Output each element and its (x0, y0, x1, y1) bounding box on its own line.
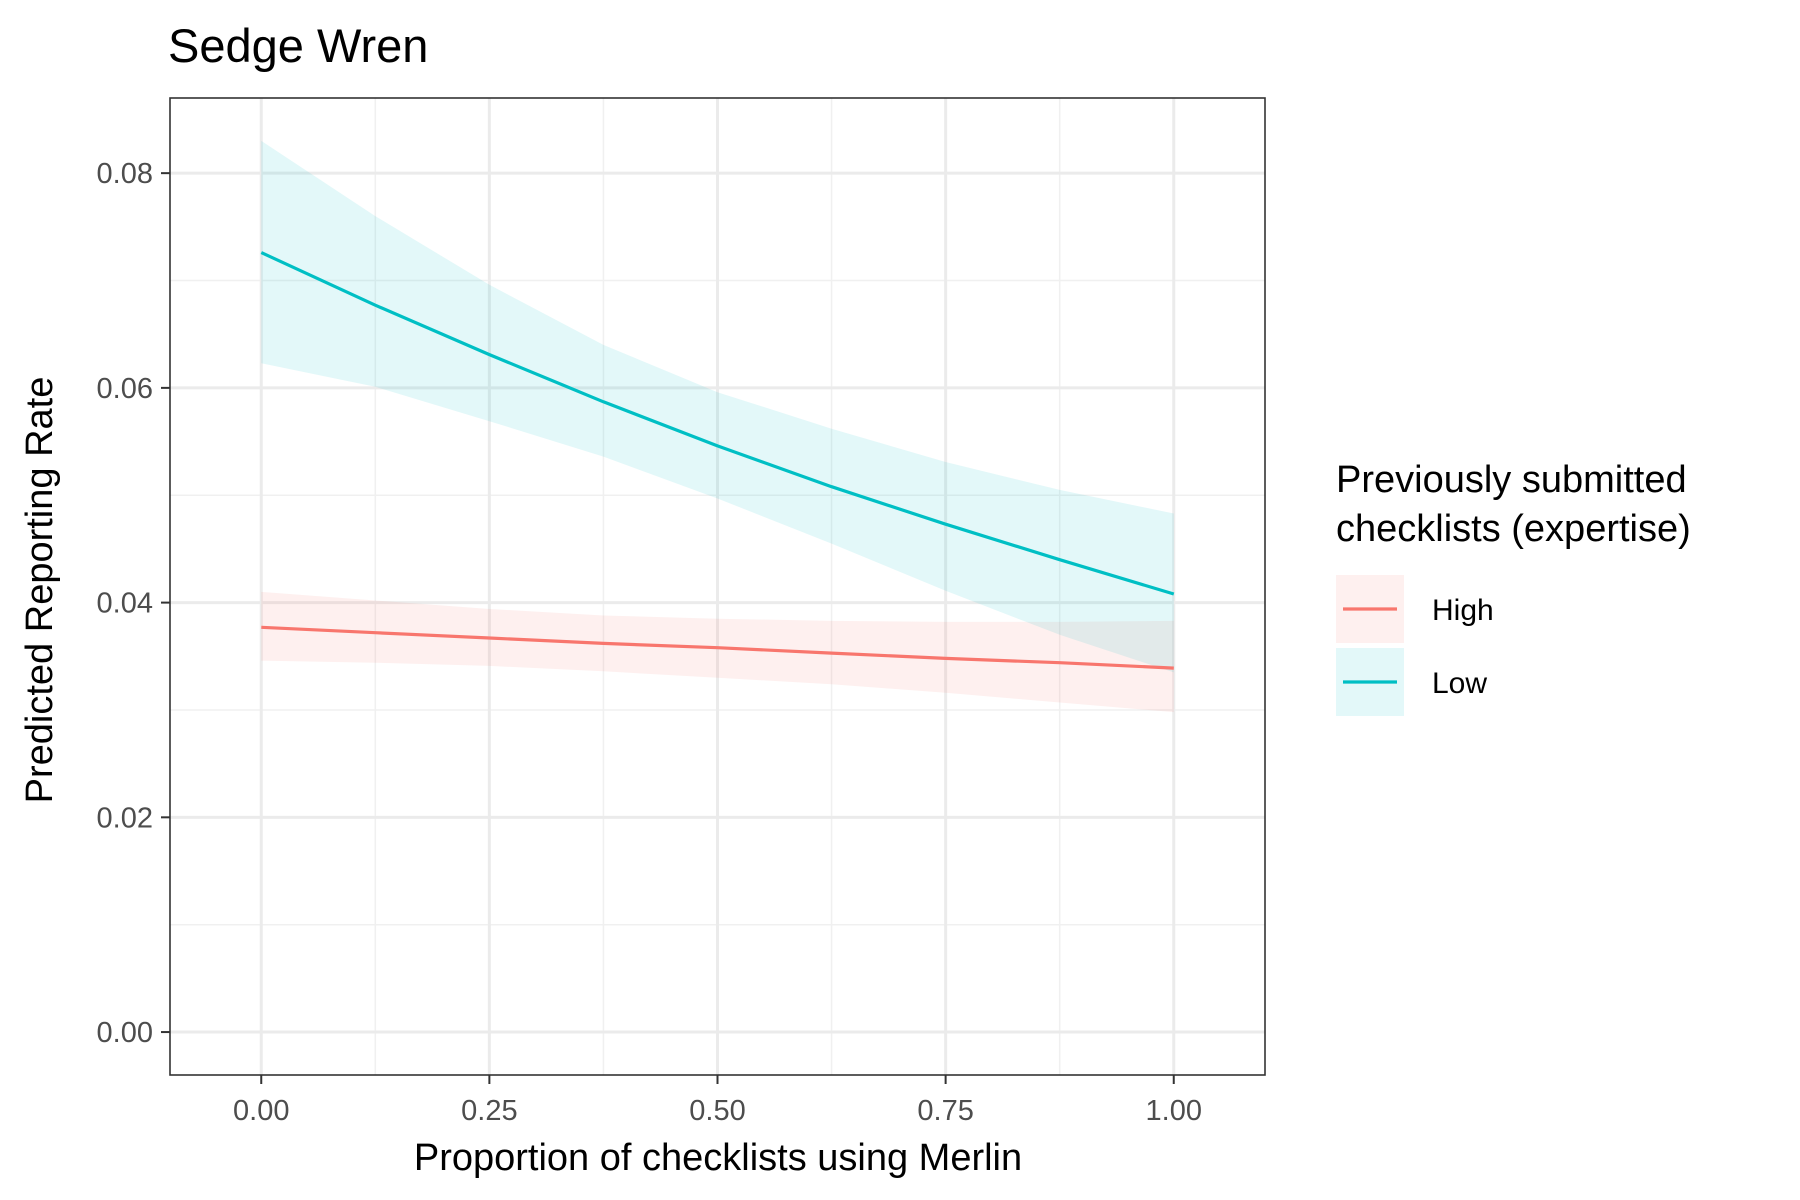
confidence-ribbons (261, 140, 1174, 713)
chart-title: Sedge Wren (168, 19, 428, 72)
series-line-high (261, 625, 1174, 670)
y-tick-label: 0.08 (97, 158, 153, 190)
x-tick-label: 0.75 (917, 1095, 973, 1127)
legend: Previously submitted checklists (experti… (1336, 459, 1691, 716)
legend-label-high: High (1432, 594, 1494, 627)
y-axis-title: Predicted Reporting Rate (19, 377, 61, 804)
axes: 0.00 0.25 0.50 0.75 1.00 0.00 0.02 0.04 0.06 0.08 (97, 97, 1266, 1127)
x-axis-title: Proportion of checklists using Merlin (414, 1137, 1022, 1179)
plot-panel (170, 98, 1265, 1075)
series-lines (260, 251, 1175, 670)
y-tick-label: 0.04 (97, 588, 153, 620)
y-tick-label: 0.06 (97, 373, 153, 405)
ribbon-high (261, 591, 1174, 713)
series-line-low (260, 251, 1175, 596)
legend-title-line-1: Previously submitted (1336, 459, 1687, 501)
ribbon-low (261, 140, 1174, 673)
legend-title-line-2: checklists (expertise) (1336, 508, 1691, 550)
y-tick-label: 0.00 (97, 1017, 153, 1049)
x-tick-label: 1.00 (1146, 1095, 1202, 1127)
x-tick-label: 0.50 (689, 1095, 745, 1127)
x-tick-label: 0.00 (233, 1095, 289, 1127)
legend-label-low: Low (1432, 667, 1487, 700)
x-tick-label: 0.25 (461, 1095, 517, 1127)
y-tick-label: 0.02 (97, 802, 153, 834)
